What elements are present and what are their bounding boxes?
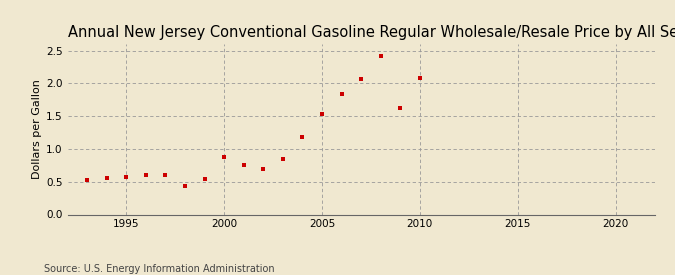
Text: Source: U.S. Energy Information Administration: Source: U.S. Energy Information Administ… [44,264,275,274]
Point [297,135,308,139]
Point [277,156,288,161]
Point [356,77,367,82]
Point [121,175,132,179]
Point [160,173,171,177]
Text: Annual New Jersey Conventional Gasoline Regular Wholesale/Resale Price by All Se: Annual New Jersey Conventional Gasoline … [68,25,675,40]
Y-axis label: Dollars per Gallon: Dollars per Gallon [32,79,42,179]
Point [375,54,386,58]
Point [140,173,151,177]
Point [101,175,112,180]
Point [395,106,406,111]
Point [336,92,347,97]
Point [258,166,269,171]
Point [238,163,249,167]
Point [414,76,425,80]
Point [82,178,92,183]
Point [199,177,210,181]
Point [180,183,190,188]
Point [219,155,230,160]
Point [317,112,327,116]
